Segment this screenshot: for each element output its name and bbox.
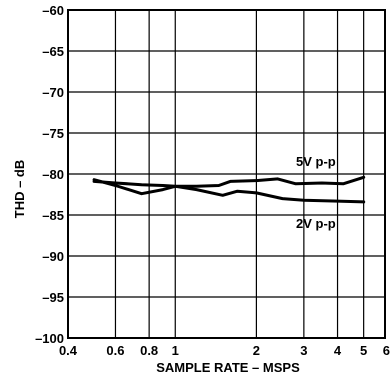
x-tick-label: 4 [334,343,342,358]
y-tick-label: –75 [42,126,64,141]
x-tick-label: 2 [253,343,260,358]
x-tick-label: 6 [383,343,390,358]
plot-frame [67,9,386,339]
x-tick-label: 3 [300,343,307,358]
series-lines [92,175,366,204]
x-tick-label: 1 [172,343,179,358]
grid-lines [67,9,386,339]
x-axis-title: SAMPLE RATE – MSPS [156,360,300,375]
x-tick-labels: 0.4 0.6 0.8 1 2 3 4 5 6 [59,343,390,358]
y-tick-label: –60 [42,3,64,18]
y-tick-labels: –100 –95 –90 –85 –80 –75 –70 –65 –60 [35,3,64,346]
x-tick-label: 0.6 [106,343,124,358]
y-tick-label: –70 [42,85,64,100]
annotation-2v-pp: 2V p-p [296,216,336,231]
y-tick-label: –95 [42,290,64,305]
y-tick-label: –90 [42,249,64,264]
y-tick-label: –65 [42,44,64,59]
annotation-5v-pp: 5V p-p [296,154,336,169]
series-line-5v-pp [92,175,366,188]
x-tick-label: 0.8 [140,343,158,358]
x-tick-label: 0.4 [59,343,78,358]
y-tick-label: –80 [42,167,64,182]
x-tick-label: 5 [360,343,367,358]
y-tick-label: –100 [35,331,64,346]
y-tick-label: –85 [42,208,64,223]
series-line-2v-pp [92,178,366,204]
y-axis-title: THD – dB [12,160,27,219]
